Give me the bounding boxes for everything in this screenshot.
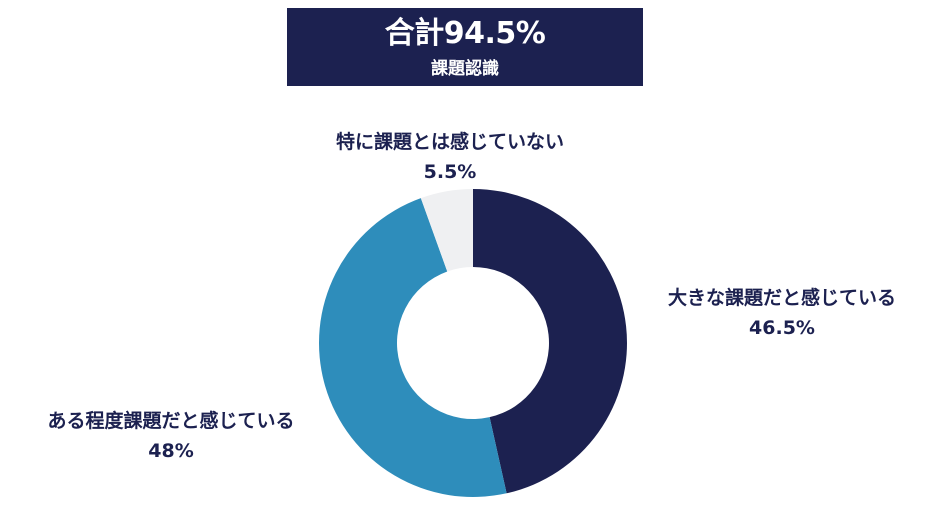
slice-large-issue — [473, 189, 627, 494]
slice-no-issue — [420, 189, 473, 272]
slice-some-issue — [318, 198, 507, 497]
summary-box: 合計94.5% 課題認識 — [287, 8, 643, 86]
slice-label-no-issue: 特に課題とは感じていない 5.5% — [290, 127, 610, 187]
slice-value-label: 46.5% — [749, 317, 815, 339]
slice-label-text: ある程度課題だと感じている — [47, 410, 295, 432]
slice-label-some-issue: ある程度課題だと感じている 48% — [6, 406, 336, 466]
slice-label-large-issue: 大きな課題だと感じている 46.5% — [632, 283, 932, 343]
slice-label-text: 大きな課題だと感じている — [667, 287, 896, 309]
slice-value-label: 5.5% — [423, 161, 477, 183]
summary-total: 合計94.5% — [384, 16, 546, 51]
slice-value-label: 48% — [148, 440, 194, 462]
summary-subtitle: 課題認識 — [431, 59, 499, 79]
slice-label-text: 特に課題とは感じていない — [335, 131, 564, 153]
